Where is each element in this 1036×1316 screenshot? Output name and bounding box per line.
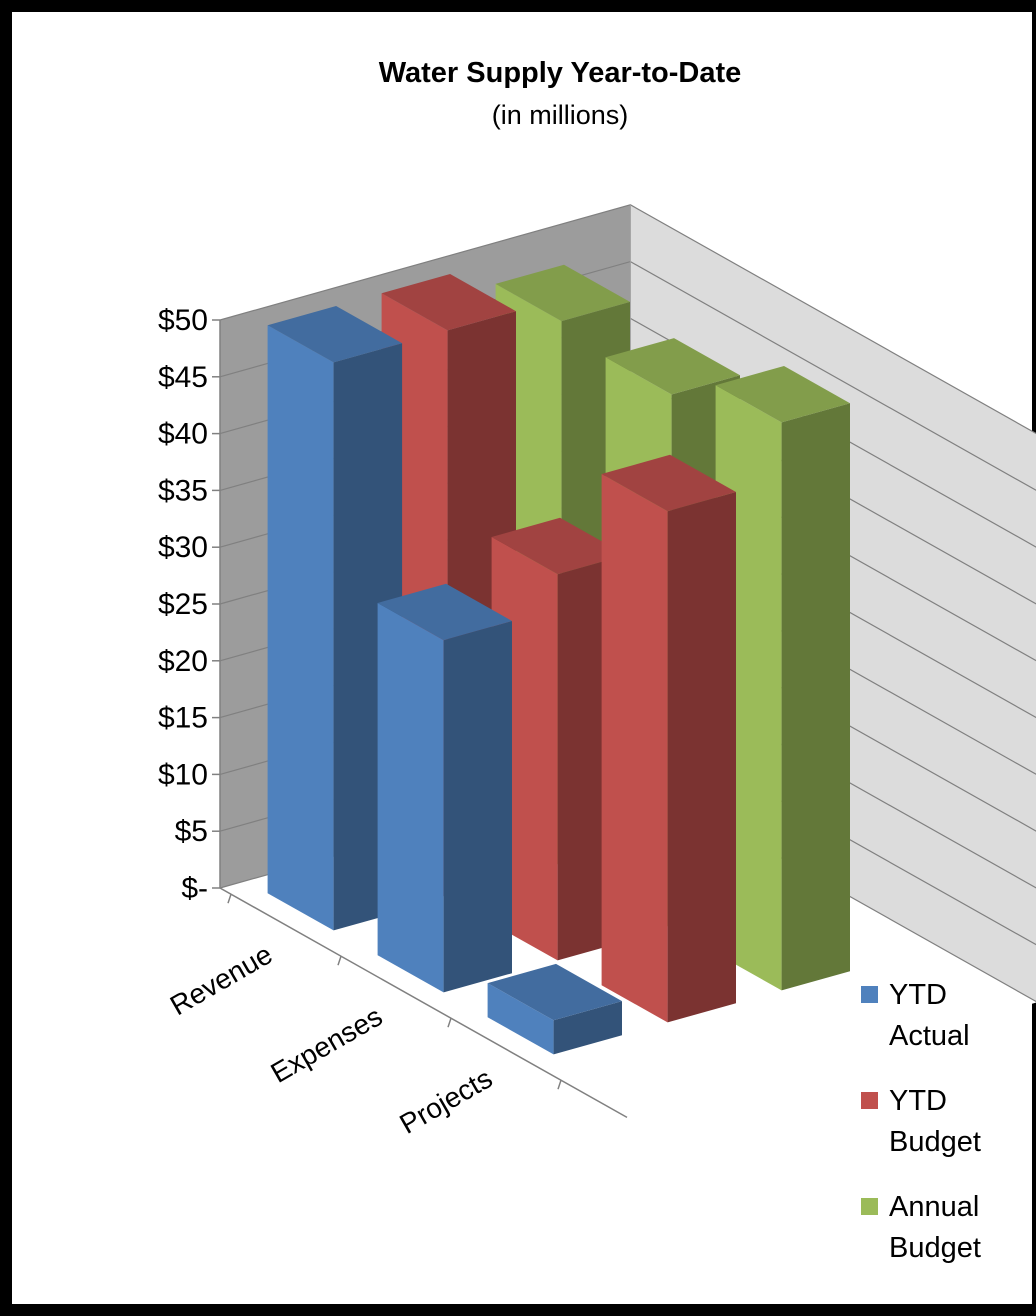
y-tick-label: $- bbox=[181, 872, 208, 905]
x-tick-mark bbox=[447, 1017, 452, 1028]
legend-swatch bbox=[861, 1198, 878, 1215]
y-tick-label: $15 bbox=[158, 702, 208, 735]
x-category-label: Expenses bbox=[266, 1000, 388, 1088]
y-tick-label: $50 bbox=[158, 304, 208, 337]
x-tick-mark bbox=[557, 1079, 562, 1090]
chart-title: Water Supply Year-to-Date bbox=[379, 57, 742, 89]
y-tick-label: $25 bbox=[158, 588, 208, 621]
bar-side-face bbox=[781, 403, 850, 991]
legend-label: YTD bbox=[889, 979, 947, 1011]
legend-label: Actual bbox=[889, 1020, 970, 1052]
bar-side-face bbox=[443, 621, 512, 993]
bar-top-face bbox=[377, 583, 512, 641]
legend-label: Annual bbox=[889, 1191, 979, 1223]
bar-top-face bbox=[487, 963, 622, 1021]
bar-front-face bbox=[377, 603, 444, 993]
bar-expenses-series-1 bbox=[377, 583, 512, 993]
bar-top-face bbox=[605, 338, 740, 395]
bar-projects-series-2 bbox=[601, 454, 736, 1023]
y-tick-label: $10 bbox=[158, 758, 208, 791]
x-tick-mark bbox=[337, 955, 342, 966]
legend-item: YTD Budget bbox=[861, 1085, 981, 1158]
bar-top-face bbox=[495, 264, 630, 322]
bar-top-face bbox=[381, 274, 516, 331]
bars bbox=[267, 264, 850, 1055]
bar-front-face bbox=[487, 983, 554, 1055]
bar-projects-series-1 bbox=[487, 963, 622, 1055]
y-tick-label: $30 bbox=[158, 531, 208, 564]
y-tick-label: $40 bbox=[158, 418, 208, 451]
x-category-label: Revenue bbox=[165, 938, 278, 1021]
legend-label: Budget bbox=[889, 1126, 981, 1158]
bar-side-face bbox=[553, 1001, 622, 1055]
x-tick-mark bbox=[227, 893, 232, 904]
bar-top-face bbox=[267, 306, 403, 363]
chart-subtitle: (in millions) bbox=[492, 100, 629, 130]
legend: YTD Actual YTD Budget Annual Budget bbox=[861, 979, 981, 1264]
bar-front-face bbox=[267, 325, 334, 931]
bar-top-face bbox=[601, 454, 736, 512]
bar-side-face bbox=[667, 492, 736, 1023]
legend-swatch bbox=[861, 1092, 878, 1109]
legend-item: YTD Actual bbox=[861, 979, 970, 1052]
legend-swatch bbox=[861, 986, 878, 1003]
bar-front-face bbox=[601, 474, 668, 1023]
bar-top-face bbox=[491, 517, 626, 575]
legend-label: Budget bbox=[889, 1232, 981, 1264]
legend-label: YTD bbox=[889, 1085, 947, 1117]
y-tick-label: $35 bbox=[158, 474, 208, 507]
y-tick-label: $5 bbox=[175, 815, 208, 848]
legend-item: Annual Budget bbox=[861, 1191, 981, 1264]
y-tick-label: $20 bbox=[158, 645, 208, 678]
y-tick-label: $45 bbox=[158, 361, 208, 394]
bar-top-face bbox=[715, 366, 850, 423]
x-category-label: Projects bbox=[394, 1062, 497, 1139]
x-axis-line bbox=[219, 887, 628, 1119]
